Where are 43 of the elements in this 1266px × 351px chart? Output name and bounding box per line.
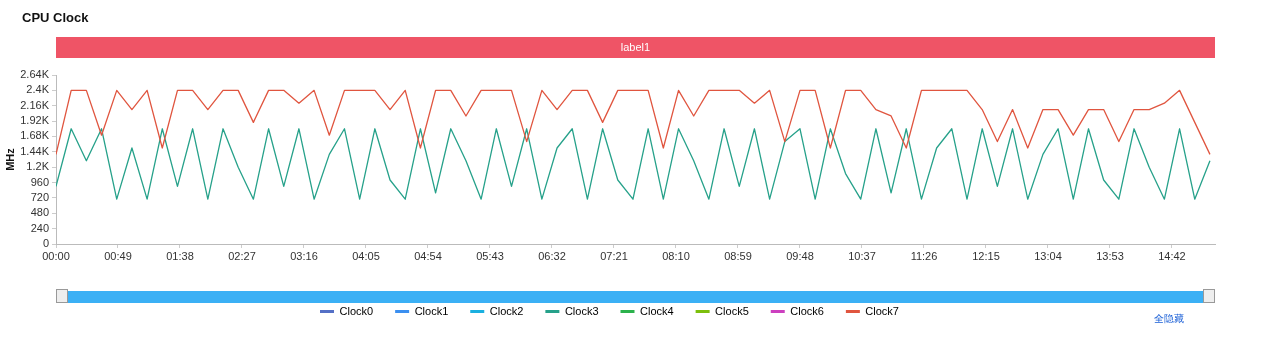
x-tick-label: 12:15: [972, 249, 1000, 262]
legend-label: Clock3: [564, 304, 599, 317]
text: 全隐藏: [1154, 312, 1184, 326]
y-tick-label: 1.2K: [26, 160, 50, 173]
x-tick-label: 04:54: [414, 249, 442, 262]
chart-title: CPU Clock: [22, 10, 89, 25]
y-tick-label: 2.4K: [26, 83, 50, 96]
x-tick-label: 00:00: [42, 249, 70, 262]
y-tick-label: 0: [42, 237, 49, 250]
x-tick-label: 07:21: [600, 249, 628, 262]
y-tick-label: 1.44K: [20, 144, 50, 157]
x-tick-label: 01:38: [166, 249, 194, 262]
x-tick-label: 06:32: [538, 249, 566, 262]
x-tick-label: 00:49: [104, 249, 132, 262]
x-tick-label: 14:42: [1158, 249, 1186, 262]
y-tick-label: 720: [30, 190, 49, 203]
y-tick-label: 2.64K: [20, 68, 50, 81]
y-tick-label: 2.16K: [20, 98, 50, 111]
x-tick-label: 03:16: [290, 249, 318, 262]
x-tick-label: 08:10: [662, 249, 690, 262]
x-tick-label: 09:48: [786, 249, 814, 262]
x-tick-label: 13:53: [1096, 249, 1124, 262]
banner: label1: [56, 37, 1215, 58]
x-tick-label: 02:27: [228, 249, 256, 262]
y-tick-label: 480: [30, 206, 49, 219]
y-axis-title: MHz: [3, 147, 16, 171]
x-tick-label: 05:43: [476, 249, 504, 262]
y-tick-label: 960: [30, 175, 49, 188]
x-tick-label: 13:04: [1034, 249, 1062, 262]
x-tick-label: 08:59: [724, 249, 752, 262]
legend-label: Clock1: [414, 304, 449, 317]
x-tick-label: 10:37: [848, 249, 876, 262]
x-tick-label: 04:05: [352, 249, 380, 262]
legend-label: Clock0: [339, 304, 374, 317]
y-tick-label: 1.92K: [20, 114, 50, 127]
legend-label: Clock7: [865, 304, 899, 317]
legend-label: Clock5: [715, 304, 749, 317]
x-tick-label: 11:26: [910, 249, 938, 262]
y-tick-label: 240: [30, 221, 49, 234]
y-tick-label: 1.68K: [20, 129, 50, 142]
legend-label: Clock4: [640, 304, 674, 317]
legend-label: Clock6: [790, 304, 824, 317]
legend-label: Clock2: [489, 304, 524, 317]
